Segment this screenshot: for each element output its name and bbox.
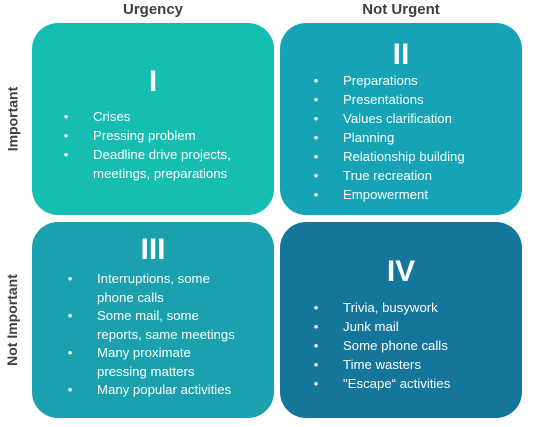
list-item: • Values clarification — [310, 109, 465, 128]
list-item-text: Empowerment — [343, 187, 429, 202]
list-item-text: Junk mail — [343, 319, 399, 334]
list-item-text: Some phone calls — [343, 338, 448, 353]
list-item: • Crises — [60, 107, 231, 126]
bullet-icon: • — [313, 187, 319, 202]
row-header-not-important: Not Important — [0, 222, 24, 418]
list-item-text: Many proximate — [97, 345, 191, 360]
list-item: phone calls — [64, 289, 235, 308]
list-item-text: True recreation — [343, 168, 432, 183]
list-item: reports, same meetings — [64, 326, 235, 345]
row-header-important: Important — [0, 23, 24, 215]
list-item-text: reports, same meetings — [97, 326, 235, 342]
list-item-text: Planning — [343, 130, 395, 145]
bullet-icon: • — [313, 300, 319, 315]
list-item: • Planning — [310, 128, 465, 147]
bullet-icon: • — [63, 128, 69, 143]
list-item-text: Interruptions, some — [97, 271, 210, 286]
list-item-text: phone calls — [97, 289, 164, 305]
column-header-urgency: Urgency — [122, 1, 184, 18]
list-item-text: Relationship building — [343, 149, 465, 164]
list-item: meetings, preparations — [60, 164, 231, 183]
list-item-text: meetings, preparations — [93, 166, 228, 181]
quadrant-numeral: I — [148, 65, 158, 98]
list-item: • Junk mail — [310, 317, 450, 336]
bullet-icon: • — [313, 111, 319, 126]
list-item-text: Time wasters — [343, 357, 421, 372]
bullet-icon: • — [67, 382, 73, 397]
list-item: • Empowerment — [310, 185, 465, 204]
list-item: pressing matters — [64, 363, 235, 382]
bullet-icon: • — [67, 271, 73, 286]
list-item-text: Preparations — [343, 73, 418, 88]
list-item: • Many proximate — [64, 344, 235, 363]
column-header-not-urgent: Not Urgent — [362, 1, 440, 18]
quadrant-2: II • Preparations • Presentations • Values cl… — [280, 23, 522, 215]
quadrant-numeral: II — [392, 38, 410, 71]
list-item-text: Presentations — [343, 92, 424, 107]
bullet-icon: • — [313, 376, 319, 391]
quadrant-4: IV • Trivia, busywork • Junk mail • Some phon… — [280, 222, 522, 418]
list-item: • Some phone calls — [310, 336, 450, 355]
bullet-icon: • — [313, 92, 319, 107]
list-item: • Trivia, busywork — [310, 298, 450, 317]
row-header-important-label: Important — [4, 86, 20, 152]
bullet-icon: • — [313, 73, 319, 88]
quadrant-3: III • Interruptions, some phone calls • Some… — [32, 222, 274, 418]
list-item-text: pressing matters — [97, 363, 195, 379]
bullet-icon: • — [313, 130, 319, 145]
list-item: • Time wasters — [310, 355, 450, 374]
quadrant-item-list: • Trivia, busywork • Junk mail • Some phone c… — [310, 298, 451, 393]
list-item-text: Deadline drive projects, — [93, 147, 231, 162]
list-item: • Some mail, some — [64, 307, 235, 326]
list-item-text: Many popular activities — [97, 382, 232, 397]
list-item: • "Escape“ activities — [310, 374, 451, 393]
quadrant-item-list: • Interruptions, some phone calls • Some mai… — [64, 270, 235, 400]
quadrant-numeral: IV — [386, 255, 416, 288]
bullet-icon: • — [313, 338, 319, 353]
list-item: • True recreation — [310, 166, 465, 185]
list-item-text: Some mail, some — [97, 308, 199, 323]
bullet-icon: • — [63, 109, 69, 124]
list-item-text: "Escape“ activities — [343, 376, 451, 391]
quadrant-item-list: • Preparations • Presentations • Values clari… — [310, 71, 465, 204]
list-item: • Interruptions, some — [64, 270, 235, 289]
quadrant-numeral: III — [140, 233, 166, 266]
row-header-not-important-label: Not Important — [4, 274, 21, 366]
list-item: • Relationship building — [310, 147, 465, 166]
bullet-icon: • — [313, 149, 319, 164]
list-item-text: Crises — [93, 109, 131, 124]
list-item: • Presentations — [310, 90, 465, 109]
bullet-icon: • — [63, 147, 69, 162]
bullet-icon: • — [313, 357, 319, 372]
list-item: • Pressing problem — [60, 126, 231, 145]
bullet-icon: • — [313, 168, 319, 183]
list-item-text: Values clarification — [343, 111, 452, 126]
list-item: • Deadline drive projects, — [60, 145, 231, 164]
list-item-text: Trivia, busywork — [343, 300, 438, 315]
bullet-icon: • — [313, 319, 319, 334]
list-item: • Many popular activities — [64, 381, 235, 400]
list-item: • Preparations — [310, 71, 465, 90]
bullet-icon: • — [67, 345, 73, 360]
list-item-text: Pressing problem — [93, 128, 196, 143]
bullet-icon: • — [67, 308, 73, 323]
quadrant-item-list: • Crises • Pressing problem • Deadline drive … — [60, 107, 231, 183]
quadrant-1: I • Crises • Pressing problem • Deadline driv… — [32, 23, 274, 215]
